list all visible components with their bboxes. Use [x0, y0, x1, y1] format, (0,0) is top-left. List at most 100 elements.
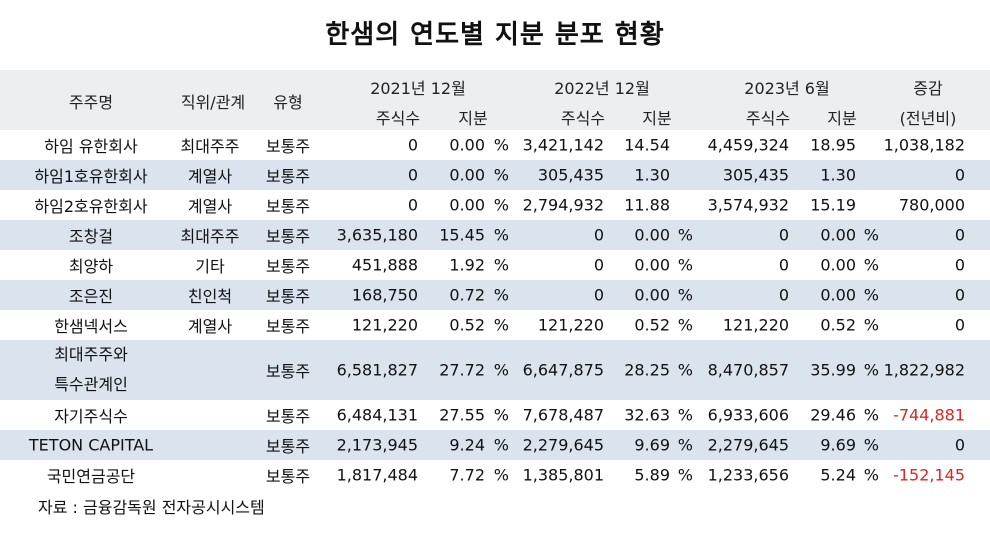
- type-cell: 보통주: [265, 287, 311, 306]
- percent-2022: %: [677, 465, 693, 485]
- shares-2023: 305,435: [722, 165, 789, 185]
- header-period-2023: 2023년 6월: [744, 79, 830, 98]
- stake-2021: 15.45: [439, 225, 485, 245]
- relation-cell: 계열사: [187, 167, 233, 186]
- stake-2022: 0.00: [634, 225, 670, 245]
- header-change: 증감: [913, 79, 943, 98]
- shareholder-name: 하임 유한회사: [44, 137, 138, 156]
- table-row: 최양하 기타 보통주 451,888 1.92% 0 0.00% 0 0.00% 0: [0, 250, 990, 280]
- percent-2023: %: [863, 435, 879, 455]
- table-row: 국민연금공단 보통주 1,817,484 7.72% 1,385,801 5.89% 1,2…: [0, 460, 990, 490]
- header-shareholder: 주주명: [68, 93, 114, 112]
- type-cell: 보통주: [265, 197, 311, 216]
- percent-2021: %: [493, 135, 509, 155]
- change-cell: -152,145: [893, 465, 965, 485]
- percent-2023: %: [863, 255, 879, 275]
- stake-2022: 32.63: [624, 405, 670, 425]
- shareholder-name: 최양하: [68, 257, 114, 276]
- header-stake-2022: 지분: [642, 109, 672, 128]
- change-cell: 780,000: [898, 195, 965, 215]
- relation-cell: 계열사: [187, 317, 233, 336]
- table-row: 하임 유한회사 최대주주 보통주 0 0.00% 3,421,142 14.54 4,459,…: [0, 130, 990, 160]
- header-change-sub: (전년비): [899, 109, 957, 128]
- header-relation: 직위/관계: [180, 93, 246, 112]
- shareholder-name: 최대주주와 특수관계인: [54, 340, 128, 400]
- stake-2022: 5.89: [634, 465, 670, 485]
- percent-2021: %: [493, 465, 509, 485]
- shareholder-name: 국민연금공단: [46, 467, 136, 486]
- shares-2021: 6,484,131: [336, 405, 418, 425]
- shares-2021: 3,635,180: [336, 225, 418, 245]
- header-stake-2023: 지분: [827, 109, 857, 128]
- type-cell: 보통주: [265, 137, 311, 156]
- stake-2022: 11.88: [624, 195, 670, 215]
- change-cell: 0: [954, 285, 965, 305]
- shares-2022: 2,794,932: [522, 195, 604, 215]
- percent-2022: %: [677, 285, 693, 305]
- stake-2023: 15.19: [810, 195, 856, 215]
- stake-2022: 0.00: [634, 255, 670, 275]
- percent-2022: %: [677, 255, 693, 275]
- table-row: 하임2호유한회사 계열사 보통주 0 0.00% 2,794,932 11.88 3,574,…: [0, 190, 990, 220]
- shares-2022: 121,220: [537, 315, 604, 335]
- stake-2021: 0.52: [449, 315, 485, 335]
- shares-2021: 6,581,827: [336, 360, 418, 380]
- change-cell: 0: [954, 435, 965, 455]
- percent-2022: %: [677, 315, 693, 335]
- stake-2023: 0.52: [820, 315, 856, 335]
- shares-2021: 2,173,945: [336, 435, 418, 455]
- shares-2021: 1,817,484: [336, 465, 418, 485]
- table-row: 자기주식수 보통주 6,484,131 27.55% 7,678,487 32.63% 6,…: [0, 400, 990, 430]
- shares-2021: 121,220: [351, 315, 418, 335]
- percent-2023: %: [863, 360, 879, 380]
- percent-2022: %: [677, 225, 693, 245]
- percent-2021: %: [493, 225, 509, 245]
- table-row: 조은진 친인척 보통주 168,750 0.72% 0 0.00% 0 0.00% 0: [0, 280, 990, 310]
- shares-2022: 7,678,487: [522, 405, 604, 425]
- shares-2021: 168,750: [351, 285, 418, 305]
- shares-2022: 3,421,142: [522, 135, 604, 155]
- type-cell: 보통주: [265, 317, 311, 336]
- shareholder-name: 조창걸: [68, 227, 114, 246]
- percent-2021: %: [493, 195, 509, 215]
- shareholder-name: 자기주식수: [54, 407, 128, 426]
- shares-2021: 451,888: [351, 255, 418, 275]
- shares-2023: 3,574,932: [707, 195, 789, 215]
- change-cell: 1,038,182: [883, 135, 965, 155]
- table-row: 최대주주와 특수관계인 보통주 6,581,827 27.72% 6,647,875 28.…: [0, 340, 990, 400]
- shares-2022: 0: [593, 255, 604, 275]
- shares-2023: 0: [778, 285, 789, 305]
- change-cell: 1,822,982: [883, 360, 965, 380]
- stake-2022: 28.25: [624, 360, 670, 380]
- shareholder-name-line: 특수관계인: [54, 375, 128, 394]
- stake-2022: 0.00: [634, 285, 670, 305]
- stake-2023: 9.69: [820, 435, 856, 455]
- header-shares-2021: 주식수: [375, 109, 421, 128]
- shares-2023: 0: [778, 255, 789, 275]
- percent-2021: %: [493, 285, 509, 305]
- type-cell: 보통주: [265, 167, 311, 186]
- table-row: 한샘넥서스 계열사 보통주 121,220 0.52% 121,220 0.52% 121,2…: [0, 310, 990, 340]
- percent-2022: %: [677, 435, 693, 455]
- stake-2022: 0.52: [634, 315, 670, 335]
- stake-2023: 18.95: [810, 135, 856, 155]
- change-cell: -744,881: [893, 405, 965, 425]
- stake-2021: 7.72: [449, 465, 485, 485]
- stake-2021: 9.24: [449, 435, 485, 455]
- header-shares-2023: 주식수: [745, 109, 791, 128]
- change-cell: 0: [954, 225, 965, 245]
- type-cell: 보통주: [265, 257, 311, 276]
- percent-2021: %: [493, 255, 509, 275]
- table-row: 조창걸 최대주주 보통주 3,635,180 15.45% 0 0.00% 0 0.00% 0: [0, 220, 990, 250]
- stake-2021: 0.00: [449, 135, 485, 155]
- shares-2021: 0: [407, 195, 418, 215]
- stake-2021: 27.55: [439, 405, 485, 425]
- shares-2023: 0: [778, 225, 789, 245]
- type-cell: 보통주: [265, 227, 311, 246]
- shares-2021: 0: [407, 135, 418, 155]
- change-cell: 0: [954, 255, 965, 275]
- relation-cell: 최대주주: [180, 227, 240, 246]
- shares-2023: 1,233,656: [707, 465, 789, 485]
- change-cell: 0: [954, 165, 965, 185]
